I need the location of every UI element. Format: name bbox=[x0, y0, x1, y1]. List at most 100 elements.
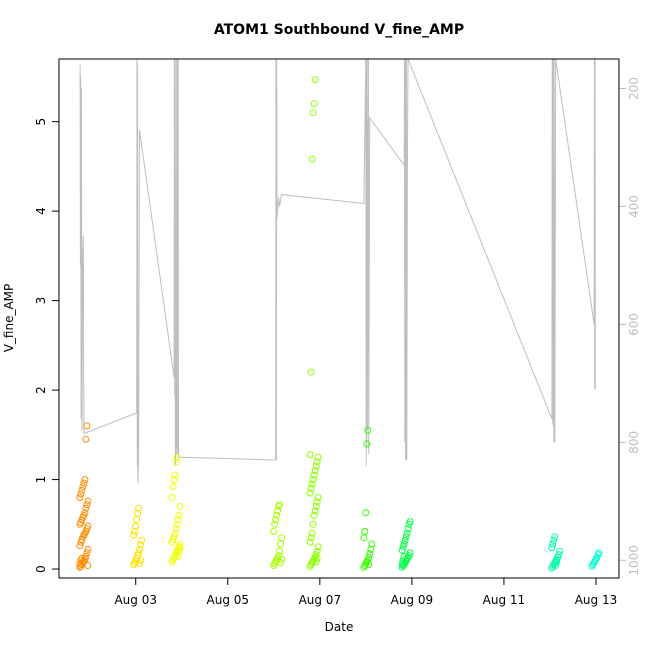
data-point bbox=[135, 504, 143, 512]
data-point bbox=[171, 471, 179, 479]
data-point bbox=[310, 471, 318, 479]
data-point bbox=[172, 549, 180, 557]
data-point bbox=[310, 511, 318, 519]
point-group-8 bbox=[588, 549, 603, 570]
data-point bbox=[136, 560, 144, 568]
data-point bbox=[402, 533, 410, 541]
data-point bbox=[173, 453, 181, 461]
data-point bbox=[400, 553, 408, 560]
x-tick-label: Aug 05 bbox=[207, 593, 250, 607]
data-point bbox=[277, 540, 285, 548]
y-tick-label: 4 bbox=[34, 207, 48, 215]
data-point bbox=[168, 494, 176, 501]
data-point bbox=[83, 501, 91, 509]
plot-frame bbox=[58, 58, 620, 579]
data-point bbox=[171, 529, 179, 537]
data-point bbox=[81, 509, 89, 517]
data-point bbox=[556, 547, 564, 555]
data-point bbox=[175, 548, 183, 556]
y-tick-label: 3 bbox=[34, 297, 48, 305]
point-group-4 bbox=[306, 76, 322, 570]
x-tick-label: Aug 09 bbox=[391, 593, 434, 607]
data-point bbox=[404, 525, 412, 533]
data-point bbox=[276, 547, 284, 555]
data-point bbox=[398, 560, 406, 568]
data-point bbox=[277, 559, 285, 567]
data-point bbox=[360, 534, 368, 542]
y-tick-label: 0 bbox=[34, 565, 48, 573]
point-group-0 bbox=[76, 422, 92, 571]
data-point bbox=[366, 550, 374, 558]
data-point bbox=[271, 520, 279, 528]
y-tick-label: 2 bbox=[34, 386, 48, 394]
x-tick-label: Aug 07 bbox=[299, 593, 342, 607]
data-point bbox=[312, 558, 320, 566]
data-point bbox=[309, 520, 317, 528]
data-point bbox=[398, 546, 406, 554]
data-point bbox=[553, 558, 561, 566]
data-point bbox=[174, 553, 182, 560]
x-tick-label: Aug 11 bbox=[483, 593, 526, 607]
point-group-1 bbox=[130, 504, 146, 569]
data-point bbox=[365, 561, 373, 569]
data-point bbox=[550, 536, 558, 544]
data-point bbox=[83, 422, 91, 430]
data-point bbox=[406, 549, 414, 557]
y2-tick-label: 1000 bbox=[627, 545, 641, 576]
data-point bbox=[549, 540, 557, 548]
data-point bbox=[273, 511, 281, 519]
data-point bbox=[272, 516, 280, 524]
data-point bbox=[133, 516, 141, 524]
data-point bbox=[314, 494, 322, 501]
data-point bbox=[84, 497, 92, 505]
data-point bbox=[77, 490, 85, 498]
data-point bbox=[176, 544, 184, 552]
data-point bbox=[311, 507, 319, 515]
data-point bbox=[313, 554, 321, 562]
data-point bbox=[306, 538, 314, 546]
data-point bbox=[307, 534, 315, 542]
data-point bbox=[278, 534, 286, 542]
data-point bbox=[274, 507, 282, 515]
data-point bbox=[312, 551, 320, 559]
data-point bbox=[364, 426, 372, 434]
data-point bbox=[79, 558, 87, 566]
data-point bbox=[82, 435, 90, 443]
data-point bbox=[314, 543, 322, 551]
data-point bbox=[314, 453, 322, 461]
data-point bbox=[308, 155, 316, 163]
data-point bbox=[401, 536, 409, 544]
chart-title: ATOM1 Southbound V_fine_AMP bbox=[214, 22, 464, 38]
point-group-6 bbox=[398, 518, 414, 571]
data-point bbox=[313, 458, 321, 466]
data-point bbox=[309, 476, 317, 484]
data-point bbox=[368, 540, 376, 548]
data-point bbox=[310, 100, 318, 108]
data-point bbox=[312, 502, 320, 510]
data-point bbox=[170, 476, 178, 484]
data-point bbox=[78, 486, 86, 494]
data-point bbox=[365, 553, 373, 561]
data-point bbox=[174, 516, 182, 524]
point-group-2 bbox=[168, 453, 184, 566]
data-point bbox=[169, 483, 177, 491]
data-point bbox=[311, 467, 319, 475]
data-point bbox=[137, 556, 145, 564]
data-point bbox=[76, 494, 84, 501]
data-point bbox=[84, 522, 92, 530]
data-point bbox=[176, 540, 184, 548]
data-point bbox=[313, 547, 321, 555]
data-point bbox=[308, 480, 316, 488]
data-point bbox=[362, 509, 370, 517]
data-point bbox=[306, 451, 314, 458]
data-point bbox=[137, 541, 145, 549]
point-group-7 bbox=[548, 533, 564, 572]
data-point bbox=[309, 109, 317, 117]
data-point bbox=[406, 518, 414, 526]
data-point bbox=[76, 542, 84, 550]
data-point bbox=[363, 440, 371, 448]
data-point bbox=[172, 458, 180, 466]
data-point bbox=[81, 476, 89, 484]
points-layer bbox=[76, 76, 603, 572]
